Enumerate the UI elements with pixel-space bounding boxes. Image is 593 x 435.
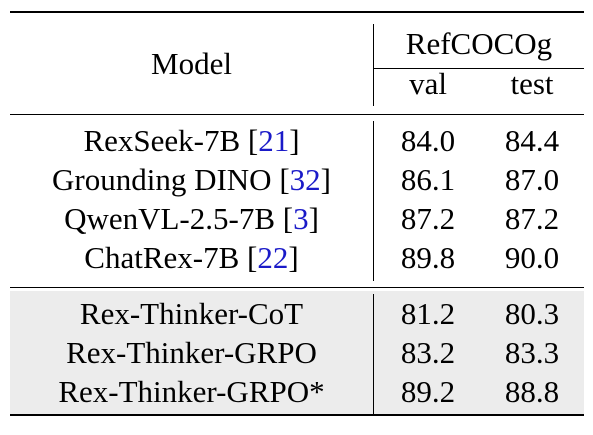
model-name: QwenVL-2.5-7B [64, 201, 276, 236]
table-cell-test: 84.4 [504, 123, 560, 158]
citation-link[interactable]: 3 [293, 201, 309, 236]
header-rule [10, 114, 584, 115]
table-row-model: ChatRex-7B [22] [84, 240, 299, 275]
refcocog-header: RefCOCOg [405, 26, 553, 61]
table-cell-val: 89.8 [400, 240, 456, 275]
table-row-model: Grounding DINO [32] [52, 162, 331, 197]
bottom-rule [10, 414, 584, 416]
table-row-model: Rex-Thinker-CoT [79, 296, 304, 331]
table-cell-val: 84.0 [400, 123, 456, 158]
table-cell-val: 89.2 [400, 374, 456, 409]
table-cell-test: 90.0 [504, 240, 560, 275]
ours-vline [373, 294, 374, 414]
table-row-model: Rex-Thinker-GRPO [66, 335, 317, 370]
model-header: Model [151, 46, 232, 81]
table-cell-val: 86.1 [400, 162, 456, 197]
highlight-band [10, 291, 584, 414]
table-row-model: Rex-Thinker-GRPO* [58, 374, 325, 409]
table-row-model: QwenVL-2.5-7B [3] [64, 201, 319, 236]
table-cell-test: 80.3 [504, 296, 560, 331]
table-cell-test: 87.0 [504, 162, 560, 197]
test-header: test [510, 66, 554, 101]
citation-link[interactable]: 21 [258, 123, 290, 158]
table-cell-val: 87.2 [400, 201, 456, 236]
refcocog-subrule [374, 68, 584, 69]
section-rule [10, 287, 584, 288]
table-cell-test: 83.3 [504, 335, 560, 370]
table-cell-val: 83.2 [400, 335, 456, 370]
header-vline [373, 24, 374, 106]
table-cell-test: 88.8 [504, 374, 560, 409]
citation-link[interactable]: 22 [257, 240, 289, 275]
top-rule [10, 11, 584, 13]
table-cell-test: 87.2 [504, 201, 560, 236]
val-header: val [409, 66, 447, 101]
table-row-model: RexSeek-7B [21] [83, 123, 300, 158]
model-name: RexSeek-7B [83, 123, 241, 158]
model-name: ChatRex-7B [84, 240, 240, 275]
table-cell-val: 81.2 [400, 296, 456, 331]
model-name: Grounding DINO [52, 162, 272, 197]
baseline-vline [373, 121, 374, 281]
citation-link[interactable]: 32 [289, 162, 321, 197]
